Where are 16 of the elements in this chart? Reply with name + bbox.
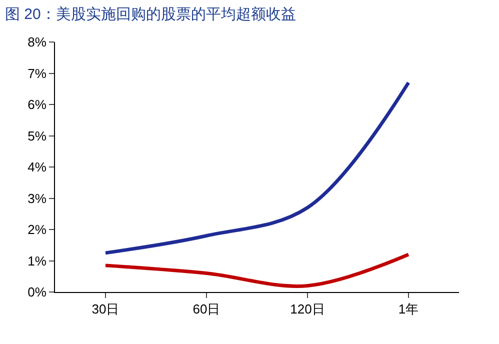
y-tick-label: 6% <box>28 97 47 112</box>
y-tick-label: 4% <box>28 160 47 175</box>
x-tick-label: 1年 <box>398 302 419 317</box>
y-tick-label: 2% <box>28 222 47 238</box>
x-tick-label: 30日 <box>92 302 120 317</box>
y-tick-label: 8% <box>28 34 47 50</box>
line-series <box>104 80 410 255</box>
y-tick-label: 7% <box>28 66 47 81</box>
y-tick-label: 0% <box>28 284 47 300</box>
y-tick-label: 1% <box>28 253 47 268</box>
y-tick-label: 5% <box>28 128 47 144</box>
line-series <box>104 252 410 288</box>
chart-title: 图 20：美股实施回购的股票的平均超额收益 <box>4 6 296 24</box>
x-tick-label: 120日 <box>290 302 325 317</box>
x-tick-label: 60日 <box>192 302 220 317</box>
y-tick-label: 3% <box>28 190 47 206</box>
